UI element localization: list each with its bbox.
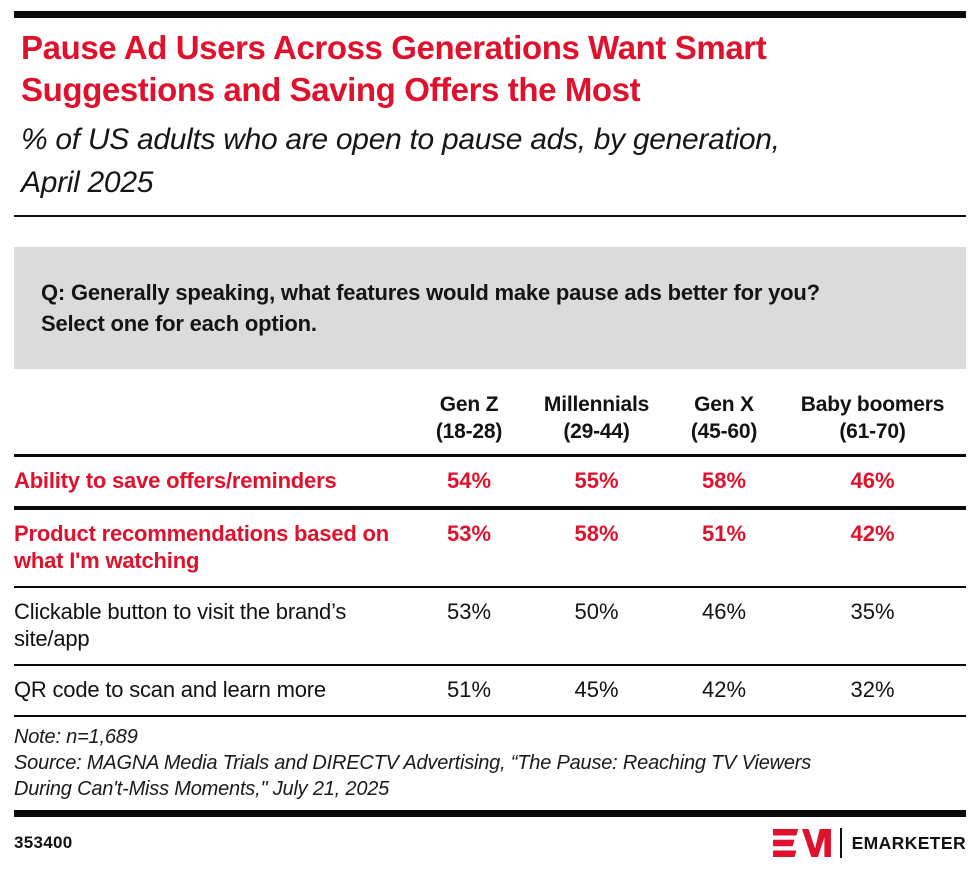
- logo-divider: [839, 828, 842, 858]
- value-cell: 51%: [446, 677, 492, 702]
- value-cell: 50%: [574, 599, 619, 624]
- value-cell: 32%: [850, 677, 895, 702]
- value-cell: 51%: [701, 521, 747, 546]
- page-title: Pause Ad Users Across Generations Want S…: [21, 29, 767, 108]
- column-header-gen-x: Gen X (45-60): [690, 393, 758, 443]
- table-row-qr-code: QR code to scan and learn more 51% 45% 4…: [14, 666, 966, 717]
- value-cell: 42%: [850, 521, 895, 546]
- header-divider-rule: [14, 215, 966, 217]
- top-rule: [14, 11, 966, 18]
- source-text: Source: MAGNA Media Trials and DIRECTV A…: [14, 752, 812, 800]
- chart-page: Pause Ad Users Across Generations Want S…: [0, 11, 980, 858]
- value-cell: 45%: [574, 677, 619, 702]
- footnotes: Note: n=1,689 Source: MAGNA Media Trials…: [14, 724, 824, 802]
- value-cell: 46%: [850, 468, 895, 493]
- value-cell: 58%: [574, 521, 619, 546]
- column-header-gen-z: Gen Z (18-28): [435, 393, 503, 443]
- emarketer-logo: EMARKETER: [772, 828, 966, 858]
- page-subtitle: % of US adults who are open to pause ads…: [21, 123, 780, 199]
- row-label-header: [14, 391, 414, 454]
- value-cell: 42%: [701, 677, 747, 702]
- question-text: Q: Generally speaking, what features wou…: [41, 280, 820, 336]
- brand-name: EMARKETER: [851, 832, 966, 853]
- table-row-save-offers: Ability to save offers/reminders 54% 55%…: [14, 457, 966, 510]
- table-row-product-recommendations: Product recommendations based on what I'…: [14, 510, 966, 588]
- table-header-row: Gen Z (18-28) Millennials (29-44) Gen X …: [14, 391, 966, 457]
- row-label: Product recommendations based on what I'…: [14, 521, 390, 573]
- data-table: Gen Z (18-28) Millennials (29-44) Gen X …: [14, 391, 966, 717]
- footer: 353400 EMARKETER: [14, 828, 966, 858]
- row-label: Ability to save offers/reminders: [14, 468, 337, 493]
- value-cell: 55%: [574, 468, 619, 493]
- value-cell: 54%: [446, 468, 492, 493]
- row-label: QR code to scan and learn more: [14, 677, 326, 702]
- column-header-baby-boomers: Baby boomers (61-70): [800, 393, 945, 443]
- bottom-rule: [14, 810, 966, 817]
- value-cell: 58%: [701, 468, 747, 493]
- row-label: Clickable button to visit the brand’s si…: [14, 599, 347, 651]
- em-monogram-icon: [772, 829, 831, 857]
- value-cell: 46%: [701, 599, 747, 624]
- value-cell: 53%: [446, 599, 492, 624]
- chart-id: 353400: [14, 833, 73, 852]
- value-cell: 35%: [850, 599, 895, 624]
- table-row-clickable-button: Clickable button to visit the brand’s si…: [14, 588, 966, 666]
- note-text: Note: n=1,689: [14, 726, 138, 748]
- question-box: Q: Generally speaking, what features wou…: [14, 247, 966, 369]
- value-cell: 53%: [446, 521, 492, 546]
- column-header-millennials: Millennials (29-44): [543, 393, 650, 443]
